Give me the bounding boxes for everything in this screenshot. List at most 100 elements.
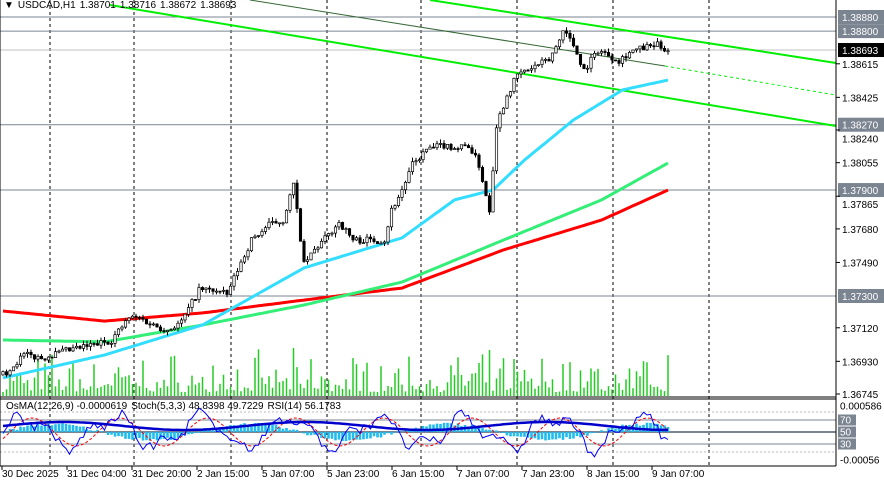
candle-body — [561, 30, 565, 41]
candle-body — [393, 205, 397, 209]
candle-body — [582, 64, 586, 70]
candle-body — [368, 236, 373, 240]
price-axis: 1.38880 1.38800 1.38270 1.37900 1.37300 1.386… — [836, 10, 884, 467]
candle-body — [358, 237, 362, 244]
symbol-label: USDCAD,H1 — [17, 0, 76, 11]
candle-body — [29, 351, 33, 356]
price-tick-label: 1.37490 — [842, 258, 879, 269]
candle-body — [466, 145, 471, 149]
indicator-panel — [0, 407, 836, 458]
candle-body — [431, 146, 436, 149]
candle-body — [606, 51, 611, 57]
candle-body — [137, 316, 142, 319]
time-label: 5 Jan 07:00 — [262, 469, 315, 480]
candle-body — [519, 71, 523, 75]
price-tick-label: 1.38240 — [842, 135, 879, 146]
time-label: 31 Dec 04:00 — [67, 469, 127, 480]
candle-body — [382, 241, 387, 244]
price-tick-label: 1.36930 — [842, 357, 879, 368]
candle-body — [414, 160, 418, 163]
candle-body — [162, 330, 166, 333]
candle-body — [8, 370, 12, 376]
candle-body — [659, 41, 663, 49]
candle-body — [480, 167, 485, 182]
level-tag-label: 1.38880 — [842, 13, 879, 24]
candle-body — [284, 209, 289, 224]
time-label: 31 Dec 20:00 — [132, 469, 192, 480]
osma-label: OsMA(12,26,9) -0.0000619 — [6, 401, 128, 412]
indicator-tick-label: 50 — [840, 428, 852, 439]
candle-body — [624, 56, 628, 59]
candle-body — [190, 299, 194, 308]
candle-body — [15, 364, 19, 368]
level-tag-label: 1.37300 — [842, 292, 879, 303]
candle-body — [144, 318, 149, 325]
candle-body — [326, 233, 331, 237]
candle-body — [130, 315, 135, 319]
candle-body — [305, 259, 310, 262]
candle-body — [417, 159, 422, 162]
price-tick-label: 1.37680 — [842, 225, 879, 236]
candle-body — [403, 181, 408, 191]
candle-body — [67, 347, 72, 352]
candle-body — [557, 39, 562, 48]
candle-body — [102, 340, 107, 343]
time-label: 9 Jan 07:00 — [652, 469, 705, 480]
candle-body — [407, 171, 411, 183]
channel-upper — [429, 0, 837, 64]
time-label: 2 Jan 15:00 — [197, 469, 250, 480]
stoch-signal-line — [2, 417, 669, 447]
candle-body — [396, 197, 401, 206]
candle-body — [298, 208, 303, 242]
candle-body — [452, 148, 457, 150]
candle-body — [183, 313, 187, 321]
stoch-label: Stoch(5,3,3) 48.8398 49.7229 — [131, 401, 264, 412]
candle-body — [547, 58, 551, 62]
candle-body — [18, 355, 23, 365]
candle-body — [99, 340, 103, 346]
candle-body — [351, 234, 355, 241]
candle-body — [648, 44, 653, 47]
candle-body — [645, 44, 649, 51]
candle-body — [151, 323, 156, 326]
candle-body — [613, 59, 618, 62]
candle-body — [165, 330, 170, 333]
candle-body — [295, 182, 299, 210]
candle-body — [277, 222, 282, 225]
price-tick-label: 1.38425 — [842, 93, 879, 104]
candle-body — [92, 343, 96, 345]
indicator-level-tag — [838, 438, 856, 450]
high-value: 1.38716 — [119, 0, 157, 11]
candle-body — [57, 350, 61, 353]
candle-body — [330, 232, 334, 235]
candle-body — [312, 248, 317, 254]
level-tag — [838, 183, 884, 198]
candle-body — [445, 144, 450, 149]
candle-body — [652, 45, 656, 48]
candle-body — [575, 45, 579, 55]
candle-body — [78, 345, 82, 349]
candle-body — [141, 317, 145, 320]
candle-body — [43, 358, 47, 361]
time-label: 8 Jan 15:00 — [587, 469, 640, 480]
candle-body — [127, 317, 131, 322]
candle-body — [610, 55, 614, 61]
candle-body — [596, 52, 600, 55]
candle-body — [211, 288, 215, 292]
candle-body — [662, 48, 667, 52]
collapse-triangle-icon[interactable]: ▼ — [4, 0, 14, 11]
price-tick-label: 1.38615 — [842, 60, 879, 71]
candle-body — [239, 261, 243, 272]
candle-body — [459, 144, 464, 150]
candle-body — [242, 256, 247, 263]
channel-mid-extension — [664, 65, 837, 96]
candle-body — [176, 322, 180, 329]
candle-body — [197, 287, 201, 301]
candle-body — [263, 227, 268, 232]
candle-body — [204, 287, 208, 291]
current-price-tag — [838, 43, 884, 58]
candle-body — [526, 69, 530, 72]
candle-body — [631, 49, 635, 53]
stoch-main-line — [2, 407, 669, 458]
